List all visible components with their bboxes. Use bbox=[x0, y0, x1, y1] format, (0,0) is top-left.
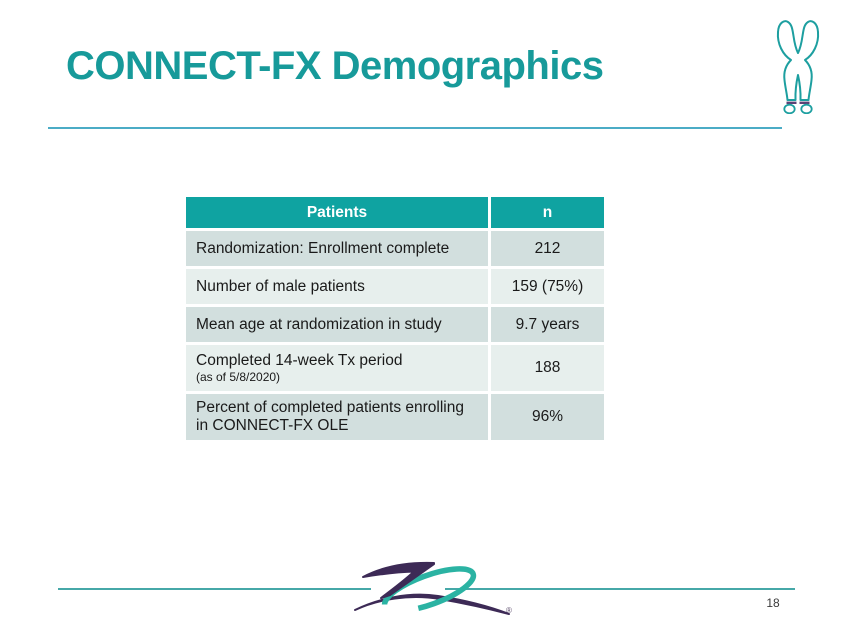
table-row: Number of male patients 159 (75%) bbox=[186, 266, 604, 304]
page-title: CONNECT-FX Demographics bbox=[66, 44, 604, 88]
row-value: 96% bbox=[491, 391, 604, 440]
footer-divider-line-right bbox=[445, 588, 795, 590]
table-row: Mean age at randomization in study 9.7 y… bbox=[186, 304, 604, 342]
page-number: 18 bbox=[766, 596, 780, 610]
demographics-table: Patients n Randomization: Enrollment com… bbox=[186, 197, 604, 440]
table-header-row: Patients n bbox=[186, 197, 604, 228]
row-value: 188 bbox=[491, 342, 604, 391]
row-label: Percent of completed patients enrolling … bbox=[186, 391, 491, 440]
table-row: Randomization: Enrollment complete 212 bbox=[186, 228, 604, 266]
row-value: 159 (75%) bbox=[491, 266, 604, 304]
table-row: Percent of completed patients enrolling … bbox=[186, 391, 604, 440]
row-label-note: (as of 5/8/2020) bbox=[196, 370, 281, 384]
title-divider-line bbox=[48, 127, 782, 129]
footer-divider-line-left bbox=[58, 588, 371, 590]
row-label: Mean age at randomization in study bbox=[186, 304, 491, 342]
chromosome-icon bbox=[776, 20, 820, 114]
zynerba-logo: ® bbox=[354, 561, 512, 615]
column-header-n: n bbox=[491, 197, 604, 228]
row-label: Completed 14-week Tx period bbox=[196, 352, 403, 369]
row-label: Number of male patients bbox=[186, 266, 491, 304]
row-label: Randomization: Enrollment complete bbox=[186, 228, 491, 266]
row-value: 212 bbox=[491, 228, 604, 266]
column-header-patients: Patients bbox=[186, 197, 491, 228]
registered-trademark-symbol: ® bbox=[506, 606, 512, 615]
row-value: 9.7 years bbox=[491, 304, 604, 342]
table-row: Completed 14-week Tx period (as of 5/8/2… bbox=[186, 342, 604, 391]
